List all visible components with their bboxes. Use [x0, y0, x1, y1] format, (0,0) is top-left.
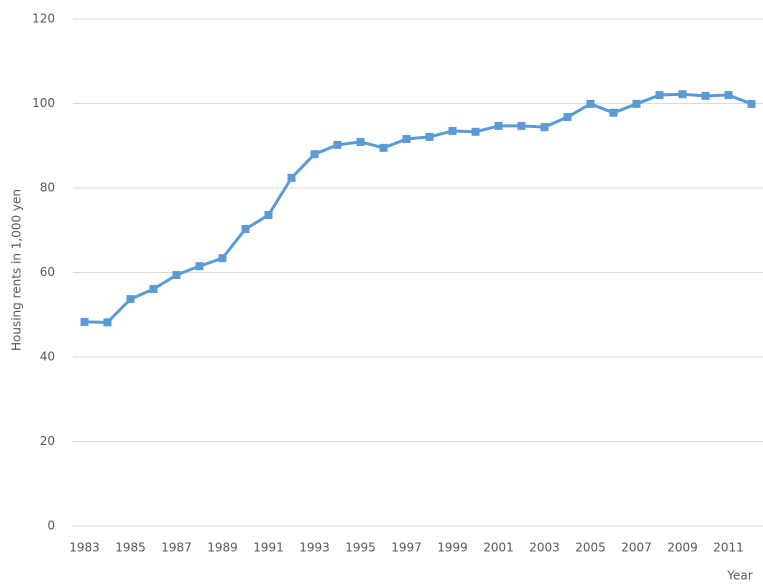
y-tick-label: 120 [32, 12, 55, 26]
data-point [747, 99, 756, 108]
y-tick-label: 60 [40, 265, 55, 279]
x-tick-label: 1993 [299, 541, 330, 555]
x-tick-label: 1995 [345, 541, 376, 555]
data-point [333, 140, 342, 149]
data-point [632, 99, 641, 108]
x-axis-title: Year [726, 569, 752, 583]
data-point [540, 123, 549, 132]
data-point [172, 271, 181, 280]
data-point [126, 295, 135, 304]
data-point [448, 126, 457, 135]
data-point [287, 173, 296, 182]
y-tick-label: 100 [32, 96, 55, 110]
data-point [195, 262, 204, 271]
data-point [310, 150, 319, 159]
data-point [471, 127, 480, 136]
data-point [149, 284, 158, 293]
x-tick-label: 2009 [667, 541, 698, 555]
data-point [264, 211, 273, 220]
x-tick-label: 1991 [253, 541, 284, 555]
y-tick-label: 40 [40, 350, 55, 364]
x-tick-label: 1985 [115, 541, 146, 555]
data-point [425, 132, 434, 141]
y-axis-title: Housing rents in 1,000 yen [10, 189, 24, 351]
data-point [80, 317, 89, 326]
x-tick-label: 2003 [529, 541, 560, 555]
data-point [701, 91, 710, 100]
data-point [609, 108, 618, 117]
x-tick-label: 1987 [161, 541, 192, 555]
x-tick-label: 2001 [483, 541, 514, 555]
data-point [586, 99, 595, 108]
data-point [356, 137, 365, 146]
data-point [402, 134, 411, 143]
data-point [655, 91, 664, 100]
y-tick-label: 0 [47, 519, 55, 533]
y-tick-label: 80 [40, 181, 55, 195]
data-point [678, 90, 687, 99]
data-point [563, 113, 572, 122]
data-point [494, 121, 503, 130]
x-tick-label: 1983 [69, 541, 100, 555]
x-tick-label: 2011 [713, 541, 744, 555]
data-point [379, 143, 388, 152]
data-point [517, 121, 526, 130]
data-point [218, 254, 227, 263]
data-point [103, 318, 112, 327]
y-tick-label: 20 [40, 434, 55, 448]
x-tick-label: 1997 [391, 541, 422, 555]
x-tick-label: 2005 [575, 541, 606, 555]
x-tick-label: 2007 [621, 541, 652, 555]
data-line [84, 92, 753, 324]
data-point [724, 91, 733, 100]
x-tick-label: 1989 [207, 541, 238, 555]
data-point [241, 224, 250, 233]
x-tick-label: 1999 [437, 541, 468, 555]
